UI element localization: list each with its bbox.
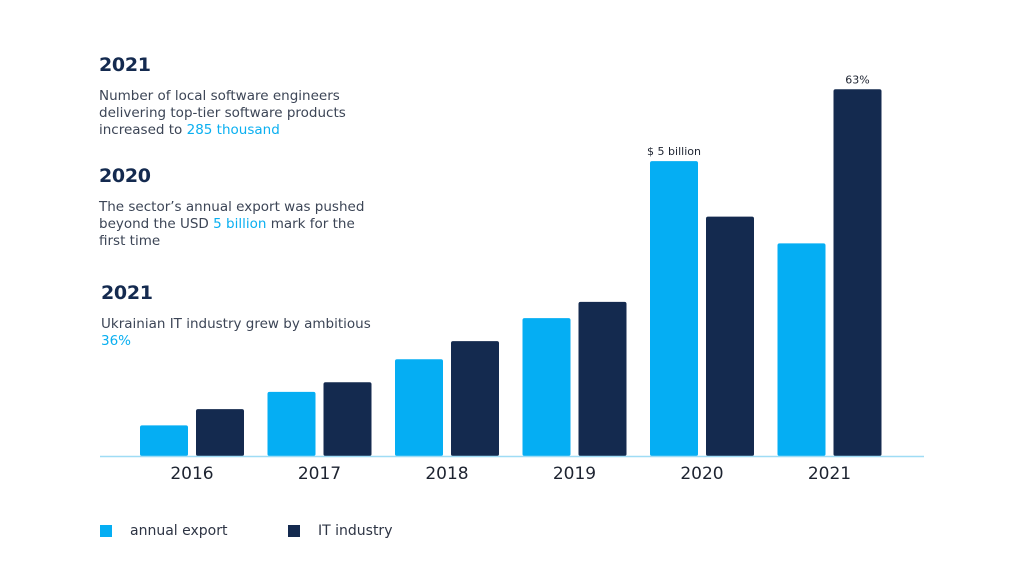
bar-it-industry-2021: [833, 89, 882, 456]
legend-label-annual-export: annual export: [130, 523, 228, 539]
x-tick-label-2021: 2021: [808, 464, 851, 484]
fact-highlight: 36%: [101, 333, 132, 349]
fact-text: Ukrainian IT industry grew by ambitious: [101, 316, 371, 332]
legend-label-it-industry: IT industry: [318, 523, 393, 539]
bar-it-industry-2020: [706, 216, 754, 456]
fact-text-after: mark for the first time: [99, 216, 355, 249]
fact-highlight: 5 billion: [213, 216, 267, 232]
x-tick-label-2019: 2019: [553, 464, 596, 484]
x-tick-label-2020: 2020: [680, 464, 723, 484]
x-tick-label-2016: 2016: [170, 464, 213, 484]
fact-year: 2021: [99, 54, 151, 76]
x-tick-label-2018: 2018: [425, 464, 468, 484]
fact-2021-growth: 2021 Ukrainian IT industry grew by ambit…: [101, 282, 381, 350]
bar-annual-export-2020: [650, 161, 698, 456]
bar-annual-export-2021: [777, 243, 826, 456]
bar-it-industry-2017: [323, 382, 372, 456]
legend-item-annual-export: annual export: [100, 523, 227, 539]
legend-item-it-industry: IT industry: [288, 523, 392, 539]
fact-description: The sector’s annual export was pushed be…: [99, 199, 379, 250]
bar-it-industry-2016: [196, 409, 244, 456]
x-tick-label-2017: 2017: [298, 464, 341, 484]
bar-it-industry-2018: [451, 341, 499, 456]
fact-2020-export: 2020 The sector’s annual export was push…: [99, 165, 379, 250]
data-label-2021: 63%: [845, 73, 869, 86]
fact-2021-engineers: 2021 Number of local software engineers …: [99, 54, 379, 139]
fact-text: Number of local software engineers deliv…: [99, 88, 346, 138]
bar-it-industry-2019: [578, 301, 627, 456]
fact-description: Ukrainian IT industry grew by ambitious …: [101, 316, 381, 350]
bar-annual-export-2017: [267, 391, 316, 456]
legend-swatch-annual-export: [100, 525, 112, 537]
bar-annual-export-2016: [140, 425, 188, 456]
fact-highlight: 285 thousand: [186, 122, 280, 138]
fact-description: Number of local software engineers deliv…: [99, 88, 379, 139]
legend-swatch-it-industry: [288, 525, 300, 537]
fact-text: The sector’s annual export was pushed be…: [99, 199, 365, 232]
fact-year: 2020: [99, 165, 151, 187]
bar-annual-export-2019: [522, 318, 571, 456]
bar-annual-export-2018: [395, 359, 443, 456]
fact-year: 2021: [101, 282, 153, 304]
data-label-2020: $ 5 billion: [647, 145, 701, 158]
